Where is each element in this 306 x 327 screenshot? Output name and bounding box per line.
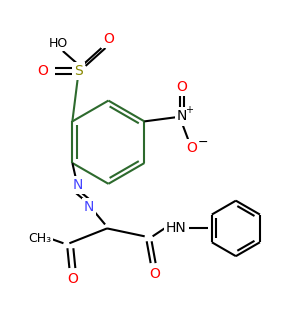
- Text: N: N: [72, 178, 83, 192]
- Text: O: O: [187, 141, 197, 155]
- Text: CH₃: CH₃: [28, 232, 51, 245]
- Text: O: O: [38, 64, 48, 78]
- Text: O: O: [177, 80, 188, 94]
- Text: O: O: [149, 267, 160, 281]
- Text: HN: HN: [166, 221, 187, 235]
- Text: O: O: [67, 272, 78, 286]
- Text: S: S: [74, 64, 83, 78]
- Text: +: +: [185, 106, 193, 115]
- Text: −: −: [198, 136, 208, 149]
- Text: N: N: [84, 199, 94, 214]
- Text: N: N: [177, 110, 187, 123]
- Text: O: O: [103, 32, 114, 46]
- Text: HO: HO: [49, 37, 69, 50]
